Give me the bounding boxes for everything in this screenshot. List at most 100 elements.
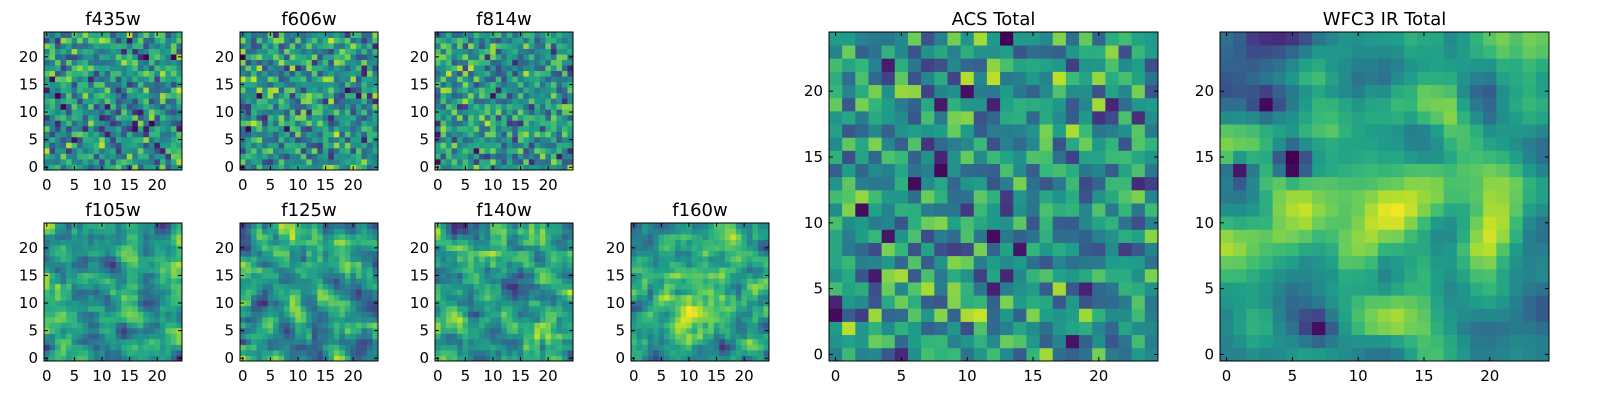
- heatmap-cell: [468, 245, 475, 251]
- heatmap-cell: [355, 300, 362, 307]
- heatmap-cell: [960, 216, 975, 230]
- heatmap-cell: [176, 294, 183, 301]
- heatmap-cell: [170, 338, 177, 345]
- heatmap-cell: [350, 283, 357, 290]
- heatmap-cell: [256, 109, 263, 116]
- heatmap-cell: [328, 316, 335, 323]
- heatmap-cell: [126, 267, 133, 274]
- heatmap-cell: [71, 338, 78, 345]
- heatmap-cell: [251, 87, 257, 94]
- heatmap-cell: [691, 234, 698, 240]
- heatmap-cell: [1092, 321, 1106, 336]
- heatmap-cell: [664, 234, 671, 240]
- heatmap-cell: [366, 48, 373, 55]
- heatmap-cell: [289, 153, 296, 160]
- heatmap-cell: [154, 65, 161, 72]
- heatmap-cell: [741, 234, 748, 240]
- heatmap-cell: [462, 316, 469, 323]
- heatmap-cell: [311, 300, 318, 307]
- heatmap-cell: [1118, 189, 1133, 204]
- heatmap-cell: [647, 349, 654, 356]
- heatmap-cell: [328, 267, 335, 274]
- heatmap-cell: [523, 223, 530, 229]
- heatmap-cell: [550, 239, 557, 246]
- heatmap-cell: [1013, 150, 1027, 164]
- heatmap-cell: [77, 250, 84, 257]
- heatmap-cell: [1039, 203, 1054, 217]
- heatmap-cell: [55, 147, 61, 154]
- heatmap-cell: [534, 267, 541, 274]
- heatmap-cell: [322, 289, 329, 296]
- heatmap-cell: [99, 98, 106, 105]
- heatmap-cell: [556, 223, 563, 229]
- heatmap-cell: [934, 176, 948, 191]
- heatmap-cell: [366, 131, 373, 138]
- heatmap-cell: [372, 48, 379, 55]
- heatmap-cell: [355, 289, 362, 296]
- heatmap-cell: [708, 349, 715, 356]
- heatmap-cell: [60, 43, 67, 49]
- heatmap-cell: [484, 234, 491, 240]
- heatmap-cell: [512, 120, 519, 127]
- heatmap-cell: [361, 59, 368, 66]
- heatmap-cell: [137, 92, 144, 99]
- heatmap-cell: [132, 48, 139, 55]
- heatmap-cell: [361, 103, 368, 110]
- heatmap-cell: [702, 333, 709, 340]
- heatmap-cell: [306, 32, 313, 38]
- heatmap-cell: [921, 308, 935, 322]
- heatmap-cell: [457, 344, 463, 351]
- heatmap-cell: [457, 294, 463, 301]
- heatmap-cell: [278, 305, 285, 312]
- heatmap-cell: [170, 131, 177, 138]
- heatmap-cell: [355, 131, 362, 138]
- heatmap-cell: [1144, 347, 1159, 362]
- heatmap-cell: [311, 142, 318, 149]
- heatmap-cell: [973, 163, 988, 178]
- heatmap-cell: [702, 250, 709, 257]
- heatmap-cell: [55, 239, 61, 246]
- heatmap-cell: [501, 338, 508, 345]
- heatmap-cell: [121, 87, 128, 94]
- heatmap-cell: [295, 294, 302, 301]
- heatmap-cell: [512, 76, 519, 83]
- heatmap-cell: [49, 223, 56, 229]
- heatmap-cell: [556, 234, 563, 240]
- heatmap-cell: [894, 308, 909, 322]
- heatmap-cell: [333, 136, 340, 143]
- heatmap-cell: [468, 37, 475, 44]
- x-tick-label: 0: [42, 176, 52, 194]
- x-tick-label: 20: [148, 367, 167, 385]
- heatmap-cell: [104, 87, 111, 94]
- heatmap-cell: [462, 272, 469, 279]
- heatmap-cell: [49, 239, 56, 246]
- heatmap-cell: [567, 87, 574, 94]
- heatmap-cell: [517, 92, 524, 99]
- heatmap-cell: [680, 223, 687, 229]
- heatmap-cell: [110, 76, 117, 83]
- heatmap-cell: [495, 87, 502, 94]
- heatmap-cell: [457, 142, 463, 149]
- heatmap-cell: [317, 92, 324, 99]
- heatmap-cell: [245, 289, 252, 296]
- heatmap-cell: [289, 136, 296, 143]
- heatmap-cell: [115, 81, 122, 88]
- heatmap-cell: [528, 136, 535, 143]
- heatmap-cell: [556, 32, 563, 38]
- heatmap-cell: [528, 311, 535, 318]
- heatmap-cell: [752, 272, 759, 279]
- heatmap-cell: [735, 294, 742, 301]
- heatmap-cell: [104, 355, 111, 362]
- heatmap-cell: [273, 355, 280, 362]
- heatmap-cell: [440, 289, 447, 296]
- heatmap-cell: [284, 147, 291, 154]
- y-tick-label: 15: [215, 75, 234, 93]
- heatmap-cell: [339, 239, 346, 246]
- heatmap-cell: [829, 255, 843, 270]
- heatmap-cell: [317, 338, 324, 345]
- heatmap-cell: [322, 267, 329, 274]
- heatmap-cell: [328, 223, 335, 229]
- heatmap-cell: [702, 327, 709, 334]
- heatmap-cell: [501, 344, 508, 351]
- heatmap-cell: [468, 114, 475, 121]
